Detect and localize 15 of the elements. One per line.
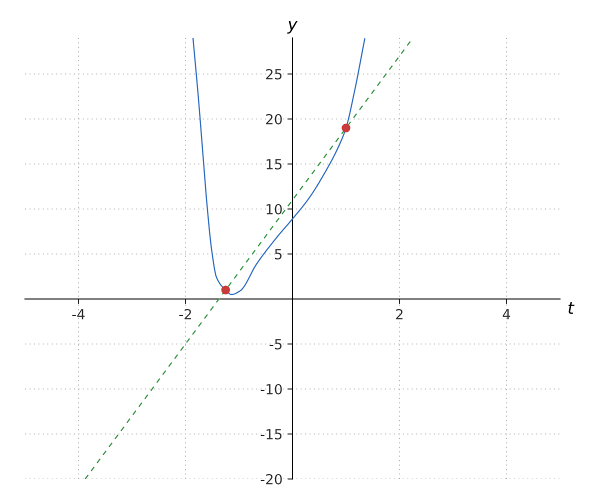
x-tick-label: 2 — [396, 308, 403, 320]
x-axis-title: t — [568, 302, 574, 314]
y-axis-title: y — [287, 21, 298, 34]
y-tick-label: 15 — [266, 159, 282, 170]
x-tick-label: -4 — [72, 309, 85, 320]
x-tick-label: 4 — [502, 309, 510, 320]
y-tick-label: 20 — [266, 114, 282, 124]
x-tick-label: -2 — [179, 308, 192, 320]
y-tick-label: 25 — [266, 68, 282, 80]
y-tick-label: -15 — [260, 429, 282, 440]
y-tick-label: 10 — [266, 204, 282, 214]
y-tick-label: 5 — [275, 249, 282, 260]
y-tick-label: -20 — [260, 474, 282, 484]
y-tick-label: -5 — [270, 339, 282, 350]
y-tick-label: -10 — [260, 384, 282, 394]
